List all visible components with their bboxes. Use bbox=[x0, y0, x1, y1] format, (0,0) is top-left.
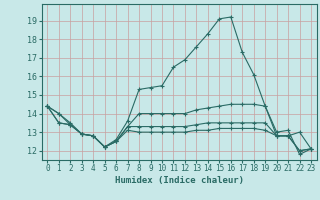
X-axis label: Humidex (Indice chaleur): Humidex (Indice chaleur) bbox=[115, 176, 244, 185]
